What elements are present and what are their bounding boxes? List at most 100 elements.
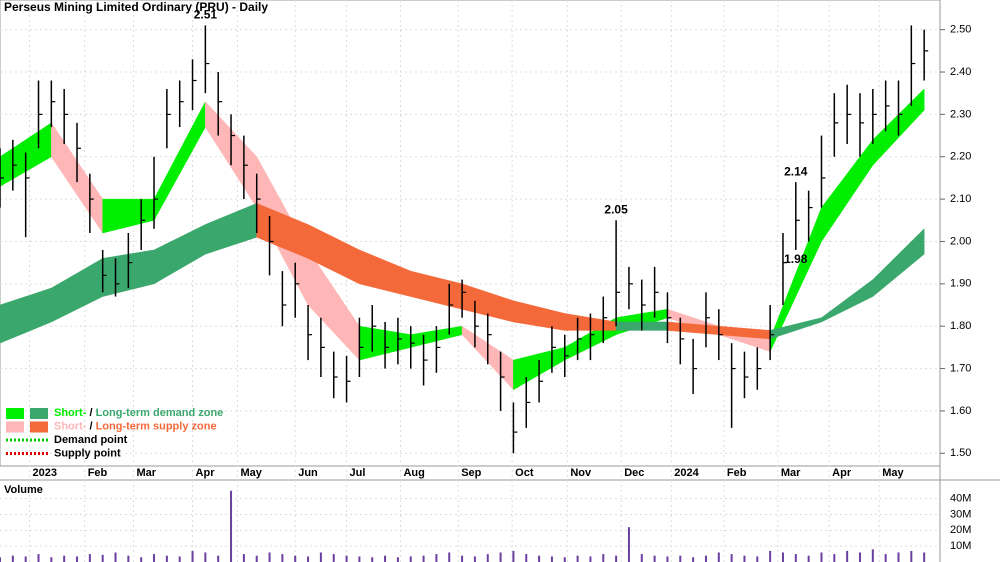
volume-bar — [153, 554, 156, 562]
volume-bar — [486, 554, 489, 562]
y-tick-label: 1.80 — [950, 320, 971, 332]
x-tick-label: May — [882, 467, 904, 479]
volume-bar — [204, 552, 207, 562]
volume-bar — [0, 557, 1, 562]
volume-bar — [858, 552, 861, 562]
y-tick-label: 2.00 — [950, 235, 971, 247]
volume-bar — [11, 555, 14, 562]
y-tick-label: 2.10 — [950, 193, 971, 205]
zone-segment — [153, 224, 206, 285]
x-tick-label: Jul — [350, 467, 366, 479]
legend-label: Demand point — [54, 434, 128, 446]
y-tick-label: 1.60 — [950, 405, 971, 417]
x-tick-label: May — [240, 467, 262, 479]
volume-bar — [242, 554, 245, 562]
x-tick-label: Apr — [196, 467, 216, 479]
volume-bar — [24, 556, 27, 562]
volume-bar — [473, 556, 476, 562]
volume-bar — [653, 555, 656, 562]
volume-bar — [550, 556, 553, 562]
volume-bar — [422, 555, 425, 562]
y-tick-label: 40M — [950, 493, 971, 505]
volume-bar — [319, 552, 322, 562]
volume-bar — [781, 552, 784, 562]
legend-sep: / — [86, 420, 95, 432]
y-tick-label: 2.40 — [950, 66, 971, 78]
volume-bar — [923, 552, 926, 562]
volume-bar — [281, 554, 284, 562]
volume-bar — [230, 490, 233, 562]
volume-bar — [294, 555, 297, 562]
legend-swatch — [6, 408, 24, 419]
zone-segment — [410, 270, 463, 310]
y-tick-label: 10M — [950, 540, 971, 552]
volume-bar — [165, 555, 168, 562]
volume-bar — [627, 527, 630, 562]
volume-bar — [884, 554, 887, 562]
volume-bar — [589, 556, 592, 562]
x-tick-label: Mar — [136, 467, 156, 479]
volume-bar — [114, 552, 117, 562]
y-tick-label: 2.20 — [950, 151, 971, 163]
volume-bar — [640, 554, 643, 562]
volume-bar — [255, 555, 258, 562]
volume-bar — [730, 554, 733, 562]
y-tick-label: 1.90 — [950, 278, 971, 290]
legend-label: Short- / Long-term demand zone — [54, 407, 223, 419]
volume-bar — [602, 554, 605, 562]
volume-bar — [846, 550, 849, 562]
volume-bar — [807, 555, 810, 562]
annotation: 2.05 — [604, 202, 628, 216]
x-tick-label: Dec — [624, 467, 644, 479]
legend-swatch — [30, 408, 48, 419]
volume-bar — [88, 554, 91, 562]
chart-title: Perseus Mining Limited Ordinary (PRU) - … — [4, 0, 268, 14]
volume-bar — [332, 554, 335, 562]
x-tick-label: 2023 — [33, 467, 57, 479]
volume-bar — [871, 549, 874, 562]
volume-bar — [461, 555, 464, 562]
x-tick-label: 2024 — [674, 467, 699, 479]
volume-bar — [499, 552, 502, 562]
x-tick-label: Apr — [832, 467, 852, 479]
y-tick-label: 1.70 — [950, 362, 971, 374]
volume-bar — [615, 555, 618, 562]
volume-bar — [512, 550, 515, 562]
volume-bar — [384, 555, 387, 562]
volume-bar — [538, 555, 541, 562]
volume-bar — [358, 556, 361, 562]
legend-long: Long-term demand zone — [96, 407, 224, 419]
legend-swatch — [30, 421, 48, 433]
legend-label: Short- / Long-term supply zone — [54, 420, 217, 432]
legend-short: Short- — [54, 420, 87, 432]
zone-segment — [51, 257, 103, 323]
y-tick-label: 20M — [950, 524, 971, 536]
volume-bar — [191, 550, 194, 562]
x-tick-label: Aug — [403, 467, 424, 479]
volume-bar — [371, 557, 374, 562]
volume-bar — [345, 555, 348, 562]
zone-segment — [102, 198, 155, 234]
volume-bar — [448, 552, 451, 562]
volume-bar — [666, 556, 669, 562]
volume-bar — [101, 554, 104, 562]
volume-bar — [679, 555, 682, 562]
volume-bar — [769, 550, 772, 562]
annotation: 2.51 — [194, 8, 218, 22]
annotation: 1.98 — [784, 252, 808, 266]
volume-bar — [127, 555, 130, 562]
x-tick-label: Sep — [461, 467, 481, 479]
y-tick-label: 1.50 — [950, 447, 971, 459]
annotation: 2.14 — [784, 164, 808, 178]
volume-bar — [63, 555, 66, 562]
volume-bar — [794, 554, 797, 562]
y-tick-label: 2.50 — [950, 24, 971, 36]
volume-bar — [76, 556, 79, 562]
volume-bar — [704, 555, 707, 562]
x-tick-label: Mar — [781, 467, 801, 479]
volume-bar — [37, 554, 40, 562]
x-tick-label: Feb — [88, 467, 108, 479]
x-tick-label: Nov — [570, 467, 592, 479]
legend-long: Long-term supply zone — [96, 420, 217, 432]
